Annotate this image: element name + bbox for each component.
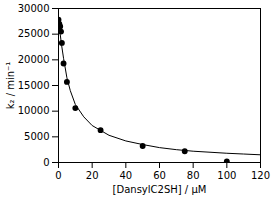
svg-text:100: 100: [217, 170, 236, 181]
svg-text:60: 60: [153, 170, 166, 181]
svg-text:20: 20: [86, 170, 99, 181]
svg-text:15000: 15000: [18, 80, 50, 91]
svg-text:120: 120: [251, 170, 270, 181]
svg-text:40: 40: [119, 170, 132, 181]
svg-text:k₂ / min⁻¹: k₂ / min⁻¹: [5, 62, 16, 110]
svg-text:25000: 25000: [18, 28, 50, 39]
svg-text:[DansylC2SH] / μM: [DansylC2SH] / μM: [113, 184, 207, 195]
svg-text:30000: 30000: [18, 3, 50, 14]
svg-text:0: 0: [55, 170, 61, 181]
svg-text:20000: 20000: [18, 54, 50, 65]
svg-text:80: 80: [187, 170, 200, 181]
svg-text:0: 0: [43, 157, 49, 168]
svg-text:10000: 10000: [18, 105, 50, 116]
svg-text:5000: 5000: [24, 131, 49, 142]
